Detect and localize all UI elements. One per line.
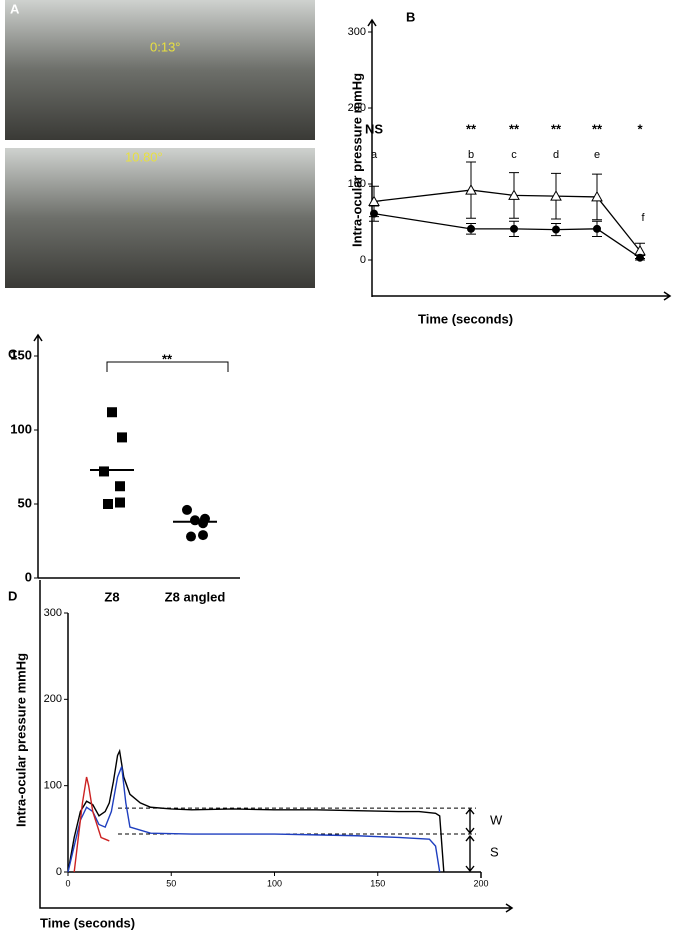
panel-label: D bbox=[8, 588, 17, 603]
annotation: ** bbox=[162, 351, 173, 366]
series-line bbox=[373, 212, 641, 259]
letter: a bbox=[371, 149, 378, 161]
trace bbox=[67, 766, 441, 873]
marker bbox=[115, 497, 125, 508]
photo-overlay: 0:13° bbox=[150, 39, 181, 54]
marker bbox=[117, 432, 127, 443]
photo-overlay: 10.80° bbox=[125, 149, 163, 164]
marker bbox=[198, 518, 208, 529]
marker bbox=[467, 224, 475, 233]
marker bbox=[593, 224, 601, 233]
photo bbox=[5, 0, 315, 140]
x-tick-label: Z8 bbox=[104, 589, 119, 604]
marker bbox=[186, 531, 196, 542]
marker bbox=[636, 253, 644, 262]
y-tick-label: 100 bbox=[10, 421, 32, 436]
marker bbox=[370, 209, 378, 218]
axis bbox=[33, 333, 240, 579]
marker bbox=[368, 195, 380, 206]
significance: ** bbox=[551, 121, 562, 136]
x-axis-label: Time (seconds) bbox=[418, 311, 513, 326]
x-tick-label: 0 bbox=[65, 878, 70, 888]
y-axis-label: Intra-ocular pressure mmHg bbox=[349, 73, 364, 247]
marker bbox=[115, 481, 125, 492]
letter: d bbox=[553, 149, 559, 161]
x-tick-label: Z8 angled bbox=[165, 589, 226, 604]
marker bbox=[103, 499, 113, 509]
letter: c bbox=[511, 149, 517, 161]
y-tick-label: 0 bbox=[360, 254, 366, 266]
trace bbox=[67, 748, 445, 873]
y-tick-label: 300 bbox=[44, 607, 62, 619]
letter: f bbox=[641, 212, 645, 224]
label: S bbox=[490, 844, 499, 859]
x-tick-label: 200 bbox=[473, 878, 488, 888]
y-tick-label: 200 bbox=[348, 102, 366, 114]
panel-label: A bbox=[10, 1, 20, 16]
x-tick-label: 100 bbox=[267, 878, 282, 888]
bracket bbox=[106, 361, 229, 372]
y-tick-label: 300 bbox=[348, 26, 366, 38]
photo bbox=[5, 148, 315, 288]
y-tick-label: 200 bbox=[44, 693, 62, 705]
y-tick-label: 0 bbox=[25, 569, 32, 584]
marker bbox=[182, 504, 192, 515]
significance: * bbox=[637, 121, 643, 136]
y-tick-label: 50 bbox=[18, 495, 32, 510]
marker bbox=[550, 190, 562, 201]
y-tick-label: 100 bbox=[44, 780, 62, 792]
marker bbox=[465, 184, 477, 195]
marker bbox=[99, 466, 109, 477]
significance: ** bbox=[466, 121, 477, 136]
letter: b bbox=[468, 149, 474, 161]
panel-label: B bbox=[406, 9, 415, 24]
x-axis-label: Time (seconds) bbox=[40, 915, 135, 930]
y-tick-label: 150 bbox=[10, 347, 32, 362]
arrow bbox=[465, 807, 475, 873]
significance: ** bbox=[592, 121, 603, 136]
letter: e bbox=[594, 149, 600, 161]
x-tick-label: 150 bbox=[370, 878, 385, 888]
marker bbox=[508, 189, 520, 200]
y-axis-label: Intra-ocular pressure mmHg bbox=[13, 653, 28, 827]
marker bbox=[107, 407, 117, 418]
series-line bbox=[373, 189, 641, 252]
marker bbox=[552, 225, 560, 234]
significance: NS bbox=[365, 121, 383, 136]
marker bbox=[591, 190, 603, 202]
axis bbox=[367, 18, 672, 301]
trace bbox=[73, 776, 110, 873]
marker bbox=[510, 224, 518, 233]
y-tick-label: 100 bbox=[348, 178, 366, 190]
x-tick-label: 50 bbox=[166, 878, 176, 888]
marker bbox=[198, 530, 208, 541]
panel-label: C bbox=[8, 346, 18, 361]
label: W bbox=[490, 813, 503, 828]
y-tick-label: 0 bbox=[56, 866, 62, 878]
axis bbox=[39, 580, 514, 913]
marker bbox=[190, 515, 200, 526]
significance: ** bbox=[509, 121, 520, 136]
